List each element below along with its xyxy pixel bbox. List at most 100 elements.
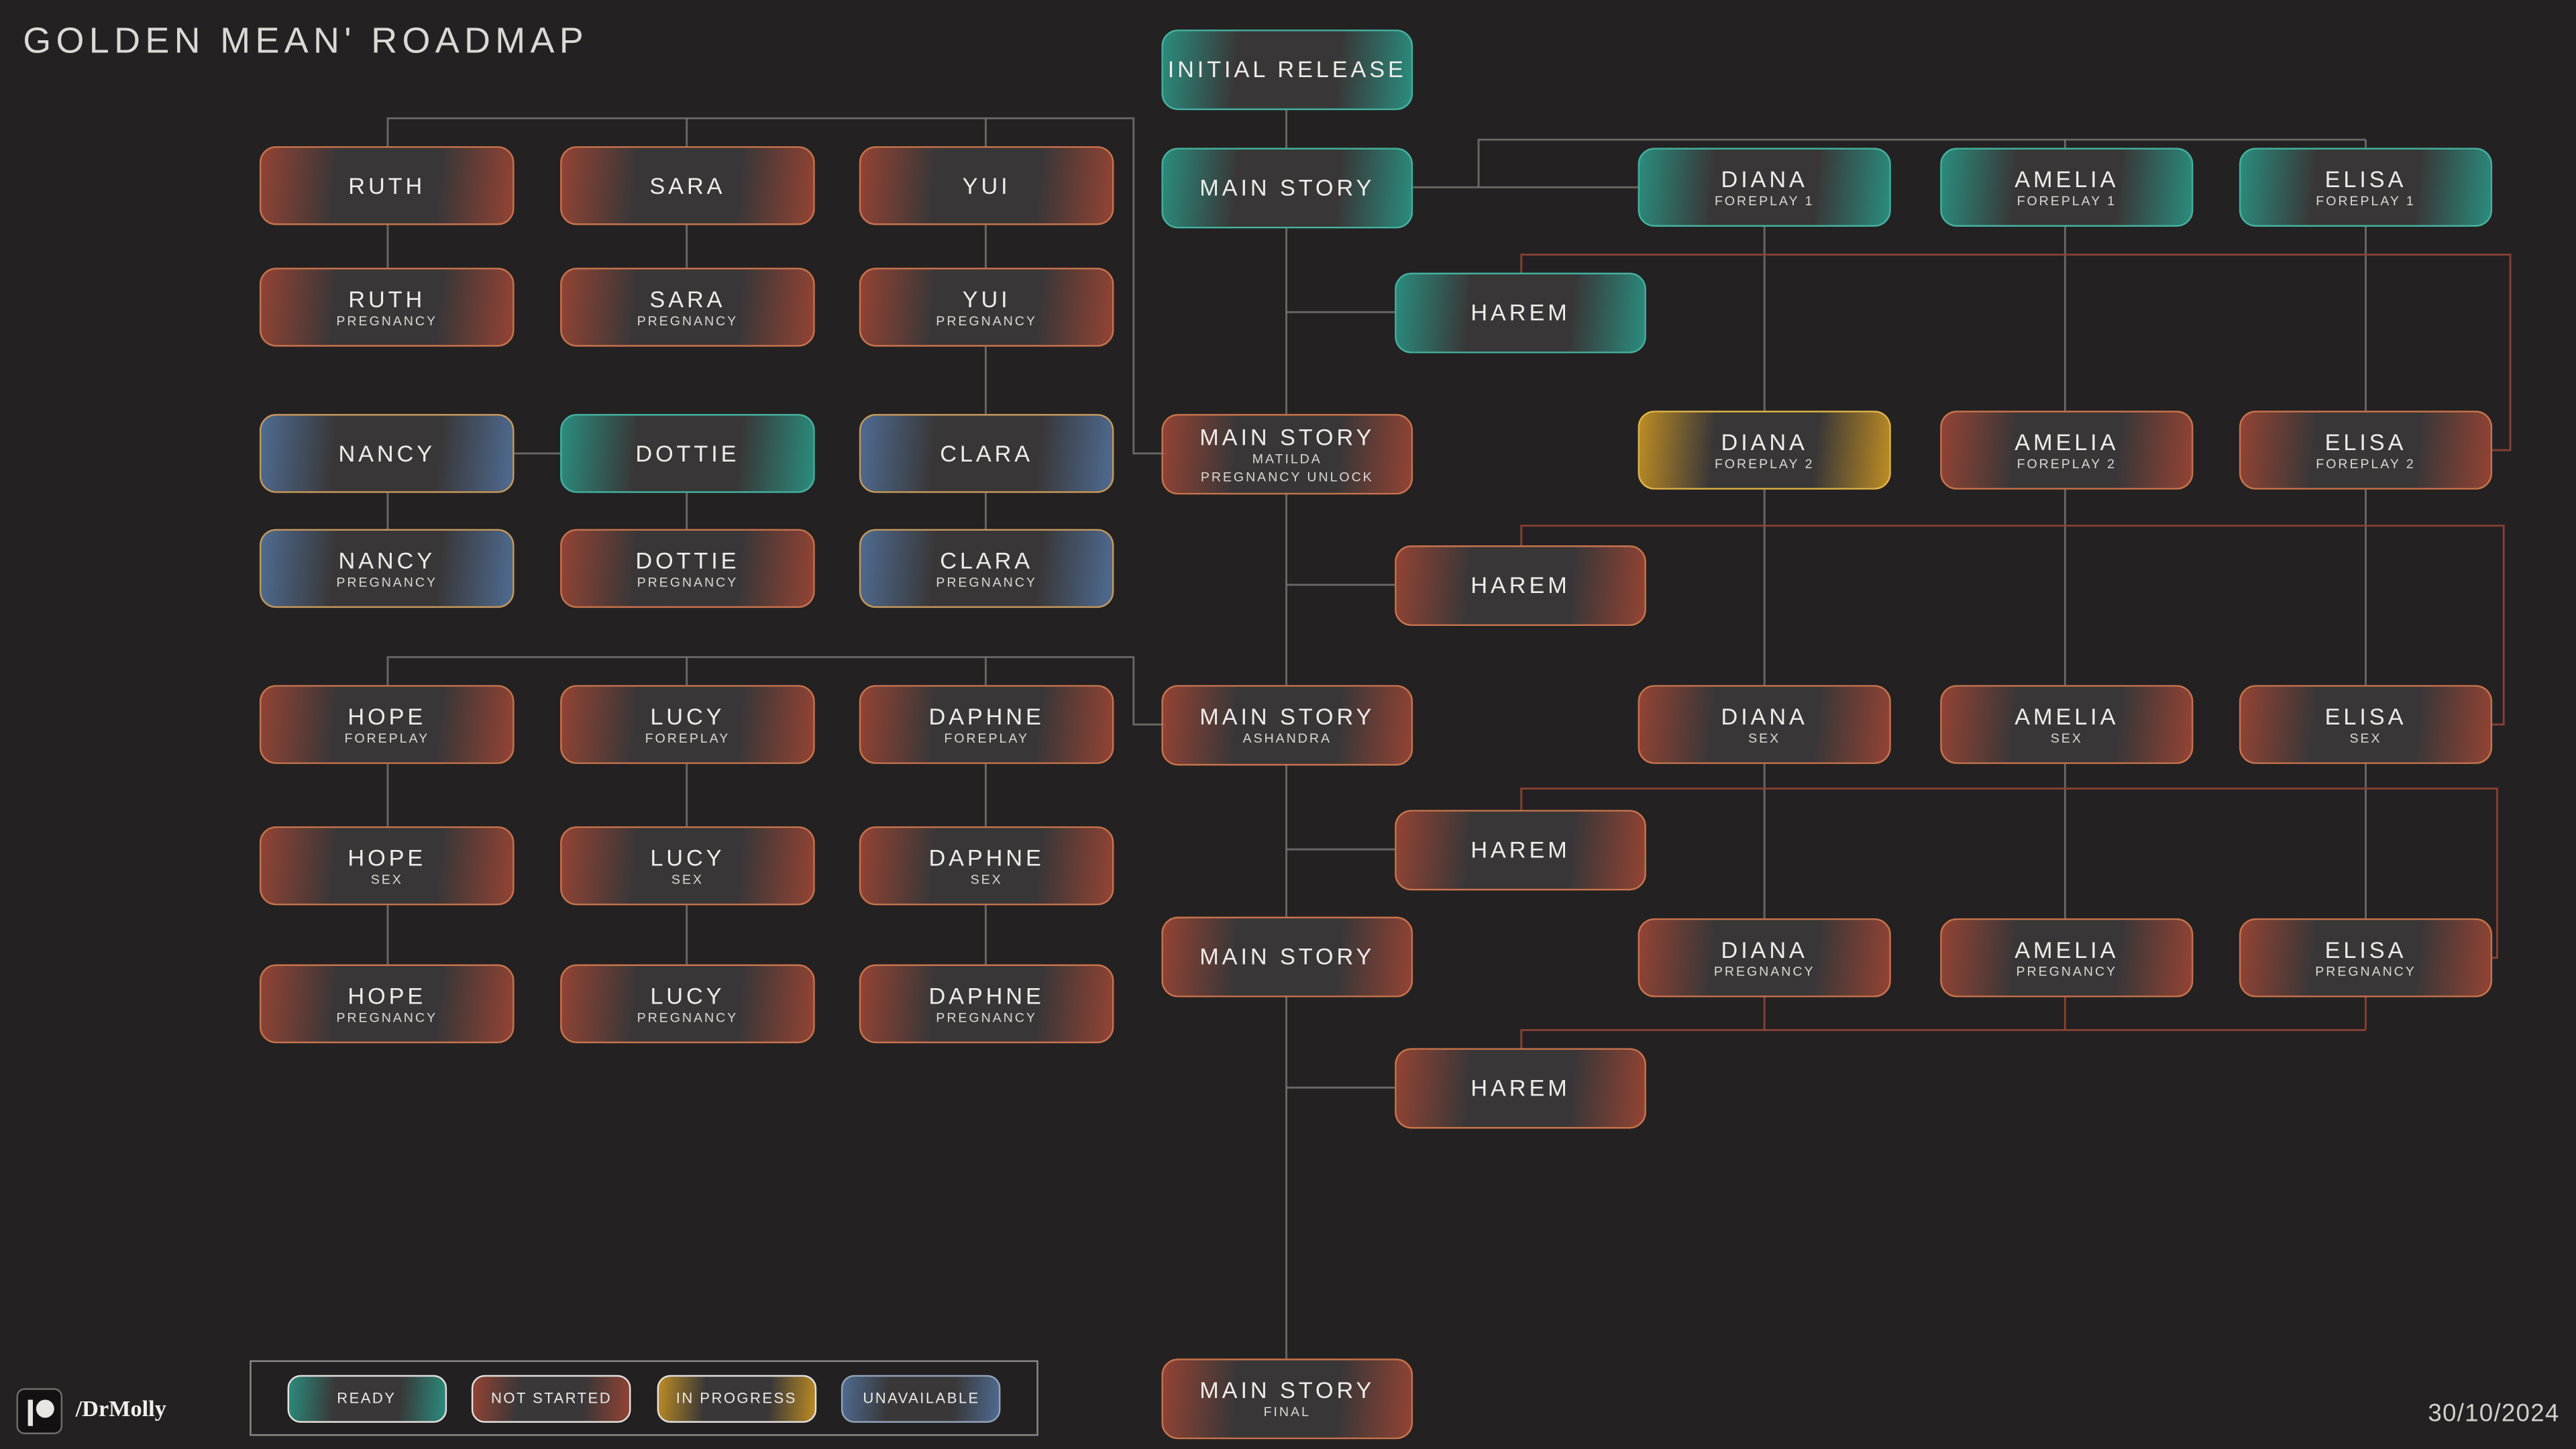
node-lucy-foreplay: LUCY FOREPLAY xyxy=(560,685,815,764)
node-title: RUTH xyxy=(348,172,426,199)
node-subtitle: SEX xyxy=(671,872,704,888)
connector-gray xyxy=(386,117,1167,455)
node-amelia-sex: AMELIA SEX xyxy=(1940,685,2194,764)
node-sara-pregnancy: SARA PREGNANCY xyxy=(560,268,815,347)
node-subtitle: SEX xyxy=(1748,731,1781,746)
node-subtitle: SEX xyxy=(970,872,1003,888)
node-subtitle: FOREPLAY xyxy=(645,731,731,746)
node-amelia-pregnancy: AMELIA PREGNANCY xyxy=(1940,918,2194,998)
node-title: LUCY xyxy=(650,844,725,871)
node-harem-4: HAREM xyxy=(1395,1048,1646,1129)
node-main-story-1: MAIN STORY xyxy=(1161,148,1413,229)
node-subtitle: PREGNANCY xyxy=(637,1010,739,1026)
node-subtitle: FOREPLAY xyxy=(944,731,1029,746)
legend-label: UNAVAILABLE xyxy=(863,1389,980,1407)
node-subtitle: FOREPLAY 2 xyxy=(1714,456,1815,472)
node-title: MAIN STORY xyxy=(1199,424,1375,451)
node-subtitle: PREGNANCY xyxy=(637,313,739,329)
node-subtitle: PREGNANCY xyxy=(336,1010,438,1026)
node-title: AMELIA xyxy=(2015,428,2119,455)
legend-label: IN PROGRESS xyxy=(676,1389,797,1407)
node-title: HAREM xyxy=(1470,837,1570,863)
connector-red xyxy=(1520,788,2498,959)
node-hope-sex: HOPE SEX xyxy=(259,826,515,906)
node-elisa-foreplay-1: ELISA FOREPLAY 1 xyxy=(2239,148,2493,227)
node-title: ELISA xyxy=(2324,166,2407,193)
legend: READY NOT STARTED IN PROGRESS UNAVAILABLE xyxy=(250,1360,1038,1436)
node-subtitle: PREGNANCY UNLOCK xyxy=(1200,469,1374,484)
node-title: LUCY xyxy=(650,982,725,1009)
node-elisa-pregnancy: ELISA PREGNANCY xyxy=(2239,918,2493,998)
node-title: CLARA xyxy=(940,547,1034,574)
connector-gray xyxy=(1477,138,2366,188)
node-title: DIANA xyxy=(1721,428,1808,455)
node-ruth-pregnancy: RUTH PREGNANCY xyxy=(259,268,515,347)
node-subtitle: PREGNANCY xyxy=(637,575,739,590)
node-diana-foreplay-1: DIANA FOREPLAY 1 xyxy=(1638,148,1891,227)
node-title: AMELIA xyxy=(2015,936,2119,963)
node-title: AMELIA xyxy=(2015,166,2119,193)
page-title: GOLDEN MEAN' ROADMAP xyxy=(23,19,589,61)
node-diana-sex: DIANA SEX xyxy=(1638,685,1891,764)
node-subtitle: FINAL xyxy=(1263,1405,1311,1421)
credit: /DrMolly xyxy=(16,1388,166,1434)
node-subtitle: FOREPLAY 2 xyxy=(2017,456,2117,472)
node-lucy-pregnancy: LUCY PREGNANCY xyxy=(560,964,815,1044)
node-subtitle: PREGNANCY xyxy=(1713,964,1815,979)
node-title: DOTTIE xyxy=(635,547,740,574)
node-title: HOPE xyxy=(347,844,427,871)
node-hope-pregnancy: HOPE PREGNANCY xyxy=(259,964,515,1044)
connector-gray xyxy=(386,656,1167,726)
node-dottie: DOTTIE xyxy=(560,414,815,493)
node-initial-release: INITIAL RELEASE xyxy=(1161,30,1413,111)
node-subtitle: SEX xyxy=(370,872,403,888)
legend-chip-not_started: NOT STARTED xyxy=(472,1374,631,1422)
node-amelia-foreplay-1: AMELIA FOREPLAY 1 xyxy=(1940,148,2194,227)
node-main-story-final: MAIN STORY FINAL xyxy=(1161,1358,1413,1440)
node-subtitle: FOREPLAY 1 xyxy=(2017,193,2117,209)
node-subtitle: PREGNANCY xyxy=(2016,964,2118,979)
node-subtitle: PREGNANCY xyxy=(936,1010,1037,1026)
node-title: DIANA xyxy=(1721,166,1808,193)
node-yui-pregnancy: YUI PREGNANCY xyxy=(859,268,1114,347)
node-subtitle: SEX xyxy=(2349,731,2382,746)
node-title: ELISA xyxy=(2324,702,2407,730)
node-subtitle: FOREPLAY 2 xyxy=(2316,456,2416,472)
legend-label: READY xyxy=(337,1389,396,1407)
legend-label: NOT STARTED xyxy=(491,1389,612,1407)
credit-handle: /DrMolly xyxy=(75,1398,166,1423)
node-diana-pregnancy: DIANA PREGNANCY xyxy=(1638,918,1891,998)
legend-chip-unavailable: UNAVAILABLE xyxy=(841,1374,1002,1422)
node-title: INITIAL RELEASE xyxy=(1167,56,1407,83)
node-subtitle: FOREPLAY 1 xyxy=(1714,193,1815,209)
node-subtitle: SEX xyxy=(2050,731,2083,746)
node-ruth: RUTH xyxy=(259,146,515,225)
node-title: MAIN STORY xyxy=(1199,1377,1375,1404)
node-subtitle: ASHANDRA xyxy=(1242,731,1332,747)
node-title: YUI xyxy=(962,172,1011,199)
node-elisa-foreplay-2: ELISA FOREPLAY 2 xyxy=(2239,411,2493,490)
patreon-bar-shape xyxy=(28,1399,33,1426)
patreon-logo-icon xyxy=(16,1388,63,1434)
node-yui: YUI xyxy=(859,146,1114,225)
connector-red xyxy=(1520,1029,2366,1049)
node-subtitle: FOREPLAY 1 xyxy=(2316,193,2416,209)
node-title: MAIN STORY xyxy=(1199,943,1375,971)
node-harem-1: HAREM xyxy=(1395,272,1646,354)
node-subtitle: PREGNANCY xyxy=(936,575,1037,590)
node-title: NANCY xyxy=(338,440,435,467)
node-title: HAREM xyxy=(1470,572,1570,599)
connector-red xyxy=(1520,254,2512,451)
node-title: DAPHNE xyxy=(928,702,1044,730)
node-title: HOPE xyxy=(347,702,427,730)
node-sara: SARA xyxy=(560,146,815,225)
node-main-story-4: MAIN STORY xyxy=(1161,916,1413,998)
node-title: DOTTIE xyxy=(635,440,740,467)
patreon-circle-shape xyxy=(36,1399,54,1418)
node-title: CLARA xyxy=(940,440,1034,467)
node-clara-pregnancy: CLARA PREGNANCY xyxy=(859,529,1114,608)
node-title: MAIN STORY xyxy=(1199,174,1375,201)
node-subtitle: PREGNANCY xyxy=(336,575,438,590)
node-title: DIANA xyxy=(1721,702,1808,730)
node-amelia-foreplay-2: AMELIA FOREPLAY 2 xyxy=(1940,411,2194,490)
